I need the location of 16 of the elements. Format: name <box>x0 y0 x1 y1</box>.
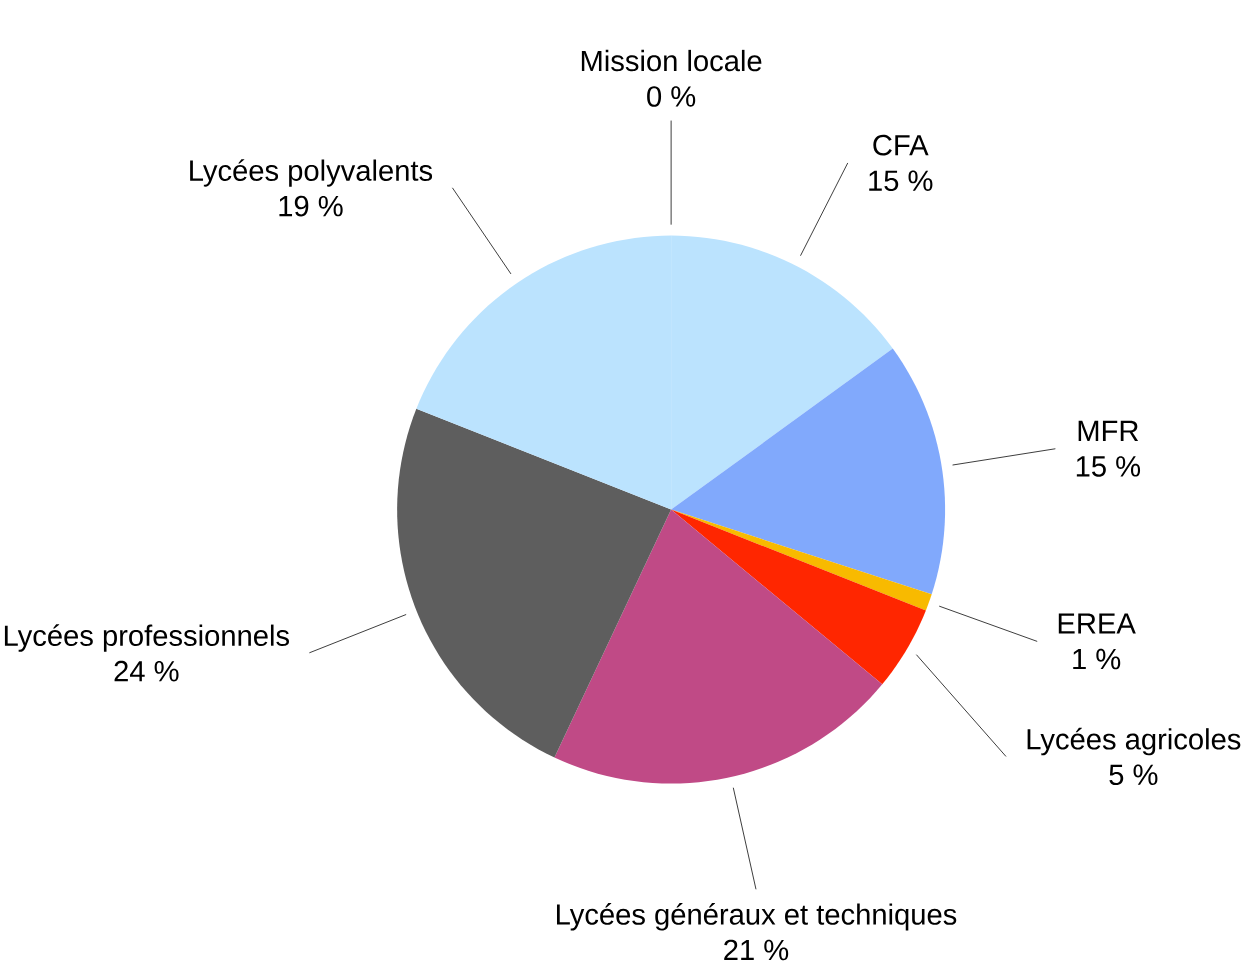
text: 0 % <box>647 86 696 107</box>
slice-label: Lycées généraux et techniques <box>556 903 957 931</box>
data-label: 24 % <box>114 660 179 682</box>
slice-label: MFR <box>1078 420 1139 441</box>
data-label: 15 % <box>869 170 933 192</box>
slice-label: Lycées professionnels <box>4 624 289 652</box>
slice-label: Lycées polyvalents <box>190 159 433 187</box>
data-label: 1 % <box>1073 648 1121 670</box>
data-label: 15 % <box>1076 456 1141 477</box>
data-label: 19 % <box>279 195 343 217</box>
category-label: Mission locale <box>581 49 762 72</box>
data-label: 5 % <box>1109 764 1158 786</box>
slice-label: CFA <box>873 134 929 156</box>
slice-label: Lycées agricoles <box>1027 727 1241 756</box>
slice-label: EREA <box>1058 613 1136 634</box>
data-label: 21 % <box>724 939 789 961</box>
